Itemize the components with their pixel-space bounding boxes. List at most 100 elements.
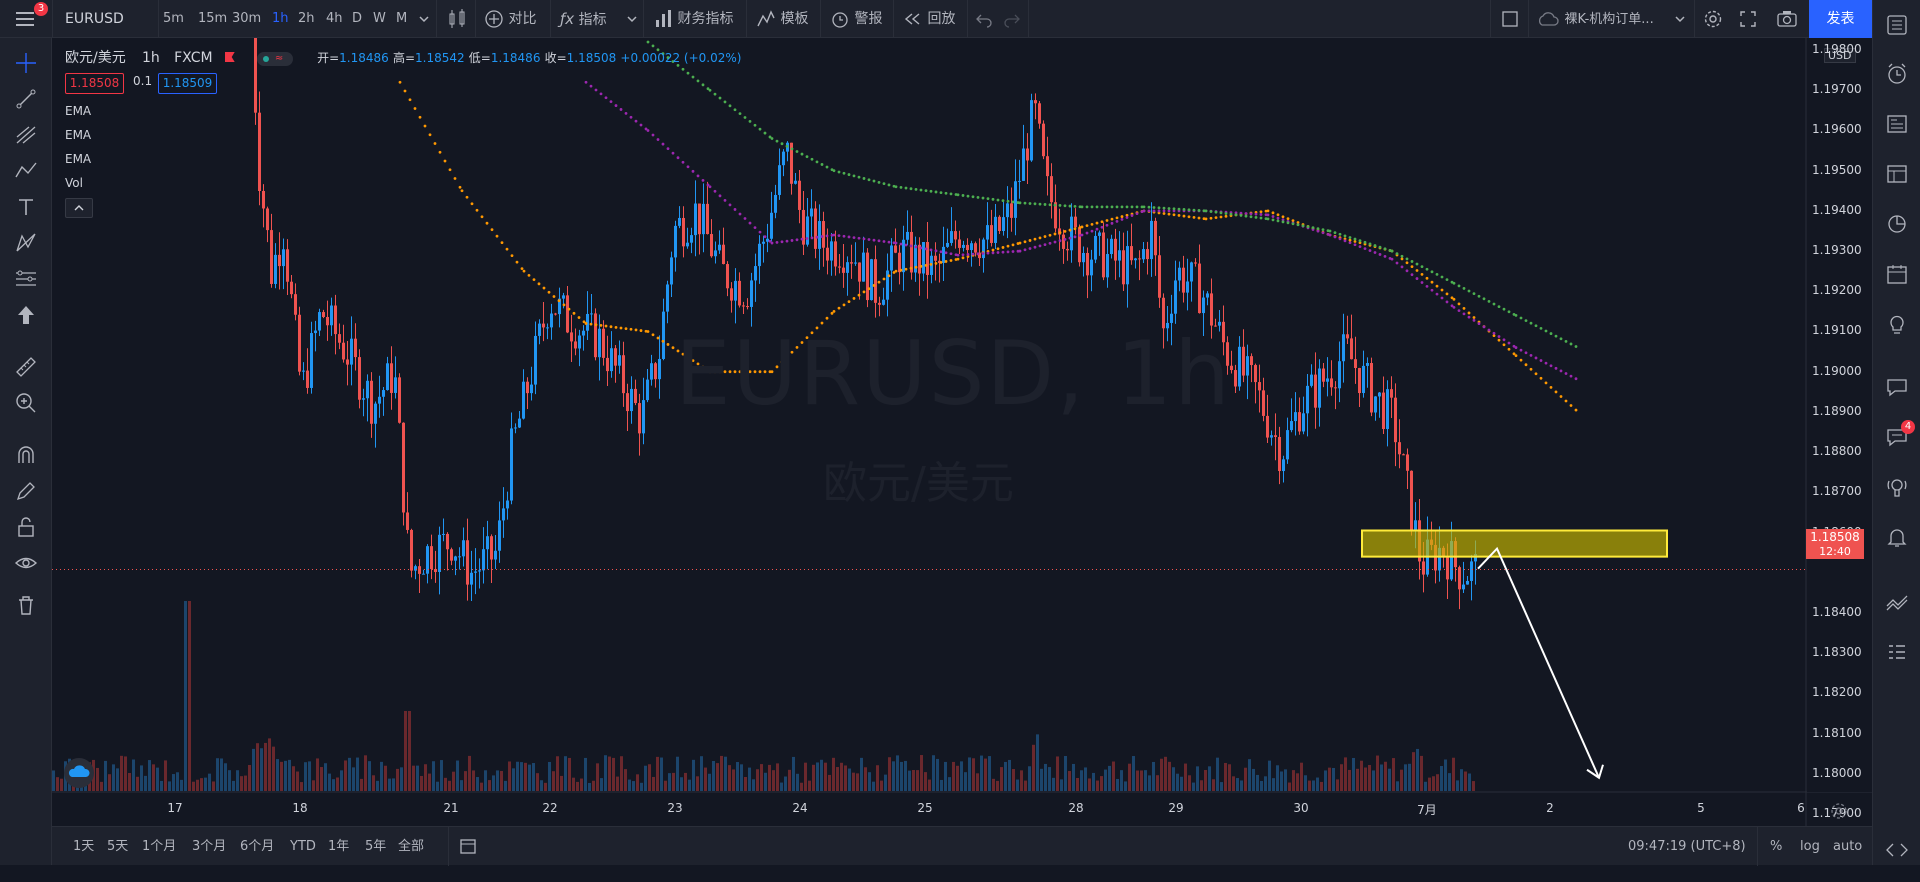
chat-icon[interactable] [1885,375,1909,399]
percent-toggle[interactable]: % [1770,839,1783,854]
range-3[interactable]: 3个月 [192,839,227,854]
ema-dot [991,248,995,252]
legend-pair[interactable]: 欧元/美元 [65,50,126,66]
interval-D[interactable]: D [352,11,363,26]
settings-button[interactable] [1702,0,1724,38]
range-7[interactable]: 5年 [365,839,387,854]
eye-icon[interactable] [14,551,38,575]
measure-lines-icon[interactable] [14,267,38,291]
volume-bar [596,763,599,791]
ema-dot [919,246,923,250]
range-6[interactable]: 1年 [328,839,350,854]
pencil-lock-icon[interactable] [14,479,38,503]
crosshair-icon[interactable] [14,51,38,75]
alarm-clock-icon[interactable] [1885,62,1909,86]
indicator-ema-2[interactable]: EMA [65,128,92,142]
replay-button[interactable]: 回放 [903,0,955,38]
ema-dot [1554,390,1558,394]
range-8[interactable]: 全部 [398,839,425,854]
interval-5m[interactable]: 5m [163,11,184,26]
collapse-legend-button[interactable] [65,198,93,218]
layout-name-button[interactable]: 裸K-机构订单... [1536,0,1654,38]
lightbulb-icon[interactable] [1885,312,1909,336]
candle [694,203,697,236]
notifications-icon[interactable] [1885,525,1909,549]
xabcd-icon[interactable] [14,231,38,255]
undo-button[interactable] [975,0,993,38]
lock-icon[interactable] [14,515,38,539]
interval-15m[interactable]: 15m [198,11,228,26]
range-1[interactable]: 5天 [107,839,129,854]
pattern-icon[interactable] [14,159,38,183]
alert-button[interactable]: 警报 [830,0,882,38]
price-chart[interactable] [52,38,1872,826]
calendar-icon[interactable] [1885,262,1909,286]
indicators-button[interactable]: ƒx 指标 [560,0,607,38]
pie-icon[interactable] [1885,212,1909,236]
template-icon [757,10,775,27]
chart-style-button[interactable] [446,0,468,38]
magnet-icon[interactable] [14,443,38,467]
candle [638,403,641,434]
fib-icon[interactable] [14,123,38,147]
range-4[interactable]: 6个月 [240,839,275,854]
time-axis-settings-button[interactable] [1828,800,1850,822]
news-icon[interactable] [1885,112,1909,136]
ema-dot [1467,311,1471,315]
indicators-dropdown[interactable] [626,0,638,38]
menu-button[interactable] [14,0,38,38]
indicator-ema-3[interactable]: EMA [65,152,92,166]
collapse-sidebar-icon[interactable] [1885,840,1909,860]
ema-dot [1286,217,1290,221]
interval-2h[interactable]: 2h [298,11,315,26]
publish-button[interactable]: 发表 [1809,0,1872,38]
interval-4h[interactable]: 4h [326,11,343,26]
layout-dropdown[interactable] [1674,0,1686,38]
clock[interactable]: 09:47:19 (UTC+8) [1628,839,1746,854]
trash-icon[interactable] [14,593,38,617]
interval-M[interactable]: M [396,11,408,26]
ruler-icon[interactable] [14,355,38,379]
interval-dropdown[interactable] [418,0,430,38]
auto-toggle[interactable]: auto [1833,839,1863,854]
ema-dot [1197,209,1201,212]
snapshot-button[interactable] [1776,0,1798,38]
interval-W[interactable]: W [373,11,386,26]
price-tick: 1.19400 [1812,202,1862,217]
volume-bar [268,738,271,791]
compare-button[interactable]: 对比 [484,0,536,38]
indicator-ema-1[interactable]: EMA [65,104,92,118]
delay-icon: ≈ [274,52,284,64]
interval-1h[interactable]: 1h [272,11,289,26]
candle [1294,412,1297,422]
buy-button[interactable]: 1.18509 [158,73,217,94]
trend-line-icon[interactable] [14,87,38,111]
redo-button[interactable] [1003,0,1021,38]
volume-bar [1400,769,1403,791]
tradingview-logo[interactable] [64,758,94,788]
range-0[interactable]: 1天 [73,839,95,854]
range-5[interactable]: YTD [290,839,316,854]
flag-icon[interactable] [224,52,235,62]
candle [1174,280,1177,314]
indicator-vol[interactable]: Vol [65,176,83,190]
text-icon[interactable] [14,195,38,219]
range-2[interactable]: 1个月 [142,839,177,854]
interval-30m[interactable]: 30m [232,11,262,26]
goto-date-button[interactable] [458,827,478,866]
fullscreen-button[interactable] [1738,0,1758,38]
financials-button[interactable]: 财务指标 [653,0,733,38]
arrow-up-icon[interactable] [14,303,38,327]
volume-bar [392,778,395,791]
watchlist-icon[interactable] [1885,13,1909,37]
data-window-icon[interactable] [1885,162,1909,186]
layout-select-button[interactable] [1500,0,1520,38]
market-trend-icon[interactable] [1885,590,1909,614]
ideas-stream-icon[interactable] [1885,475,1909,499]
templates-button[interactable]: 模板 [756,0,808,38]
dom-icon[interactable] [1885,640,1909,664]
sell-button[interactable]: 1.18508 [65,73,124,94]
symbol-search[interactable]: EURUSD [65,11,124,27]
log-toggle[interactable]: log [1800,839,1820,854]
zoom-icon[interactable] [14,391,38,415]
